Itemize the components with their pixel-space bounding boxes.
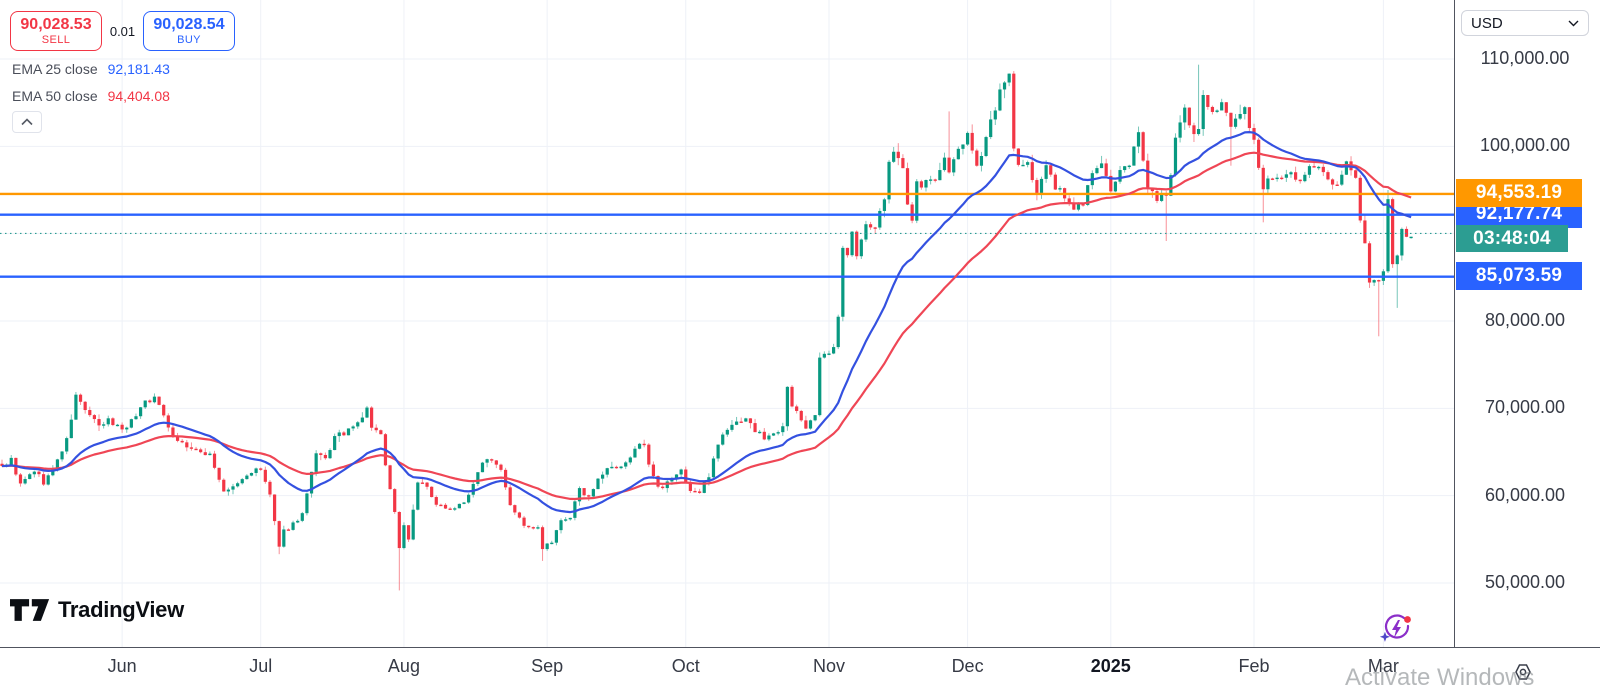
gridlines bbox=[0, 0, 1454, 647]
currency-label: USD bbox=[1471, 14, 1503, 32]
bar-close-countdown-label: 03:48:04 bbox=[1456, 225, 1568, 253]
time-label-2025: 2025 bbox=[1090, 656, 1131, 676]
gear-icon bbox=[1515, 664, 1531, 680]
ema-25-label: EMA 25 close bbox=[12, 61, 98, 77]
buy-button[interactable]: 90,028.54 BUY bbox=[143, 11, 235, 51]
ema-25-value: 92,181.43 bbox=[107, 61, 170, 77]
chevron-down-icon bbox=[1568, 20, 1579, 26]
sell-price: 90,028.53 bbox=[20, 16, 92, 34]
time-label-aug: Aug bbox=[387, 656, 420, 676]
currency-dropdown[interactable]: USD bbox=[1461, 10, 1589, 36]
time-label-mar: Mar bbox=[1367, 656, 1399, 676]
time-label-jul: Jul bbox=[249, 656, 273, 676]
price-tick: 60,000.00 bbox=[1484, 484, 1566, 505]
chevron-up-icon bbox=[21, 118, 33, 126]
spread-value: 0.01 bbox=[109, 23, 136, 39]
ema-50-legend[interactable]: EMA 50 close 94,404.08 bbox=[12, 88, 170, 104]
candlestick-chart[interactable] bbox=[0, 0, 1454, 647]
trade-widget: 90,028.53 SELL 0.01 90,028.54 BUY bbox=[10, 11, 235, 51]
ema-25-line bbox=[1, 131, 1412, 514]
time-label-nov: Nov bbox=[812, 656, 845, 676]
price-tick: 100,000.00 bbox=[1479, 135, 1571, 156]
boost-icon[interactable] bbox=[1379, 613, 1413, 650]
price-tick: 110,000.00 bbox=[1480, 48, 1570, 68]
price-level-label[interactable]: 85,073.59 bbox=[1456, 262, 1582, 291]
price-level-label[interactable]: 94,553.19 bbox=[1456, 179, 1582, 208]
ema-50-label: EMA 50 close bbox=[12, 88, 98, 104]
ema-25-legend[interactable]: EMA 25 close 92,181.43 bbox=[12, 61, 170, 77]
settings-gear-icon[interactable] bbox=[1512, 661, 1534, 688]
price-tick: 80,000.00 bbox=[1484, 310, 1566, 330]
buy-price: 90,028.54 bbox=[153, 16, 225, 34]
time-axis[interactable]: Jun Jul Aug Sep Oct Nov Dec 2025 Feb Mar bbox=[0, 647, 1600, 688]
ema-50-line bbox=[1, 151, 1412, 501]
time-label-dec: Dec bbox=[951, 656, 984, 676]
ema-50-value: 94,404.08 bbox=[107, 88, 170, 104]
price-axis[interactable]: USD 110,000.00100,000.0090,000.0080,000.… bbox=[1454, 0, 1600, 688]
candles bbox=[0, 64, 1413, 591]
sell-label: SELL bbox=[41, 33, 71, 46]
sell-button[interactable]: 90,028.53 SELL bbox=[10, 11, 102, 51]
tradingview-logo[interactable]: TradingView bbox=[10, 596, 184, 624]
buy-label: BUY bbox=[177, 33, 201, 46]
tradingview-logo-text: TradingView bbox=[58, 597, 184, 622]
collapse-legend-button[interactable] bbox=[12, 111, 42, 133]
price-tick: 50,000.00 bbox=[1484, 572, 1566, 592]
price-tick: 70,000.00 bbox=[1484, 397, 1566, 418]
time-label-feb: Feb bbox=[1238, 656, 1270, 676]
time-label-sep: Sep bbox=[531, 656, 564, 676]
time-label-oct: Oct bbox=[671, 656, 700, 676]
tradingview-logo-icon bbox=[10, 599, 50, 621]
lightning-refresh-icon bbox=[1379, 614, 1411, 642]
time-label-jun: Jun bbox=[107, 656, 137, 676]
